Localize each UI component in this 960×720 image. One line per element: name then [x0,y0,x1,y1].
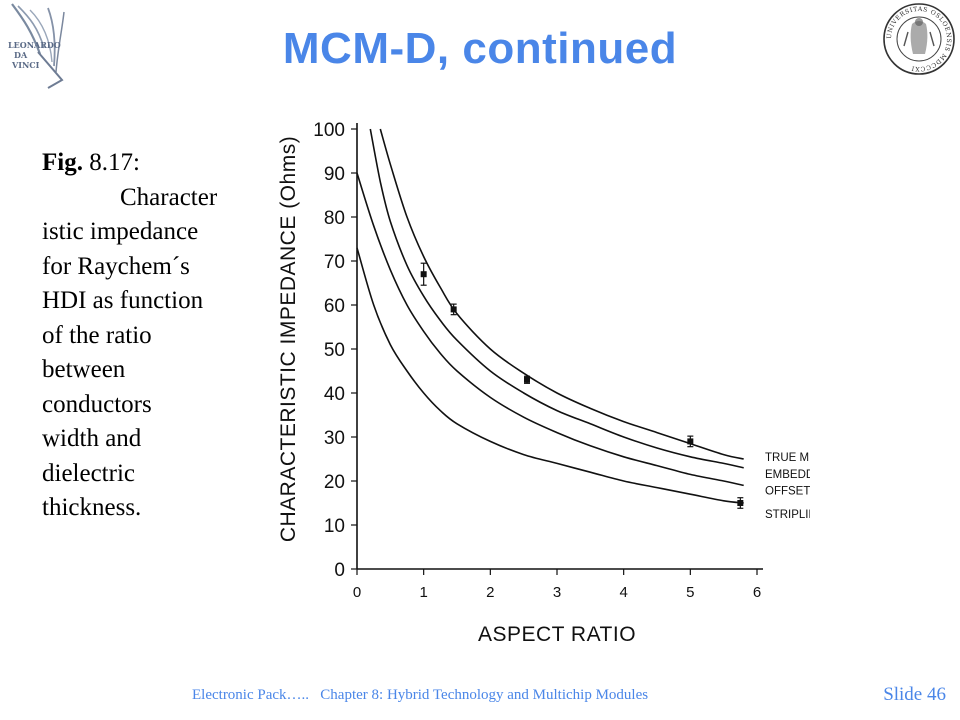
x-tick-label: 5 [686,584,694,601]
x-tick-label: 0 [353,584,361,601]
series-line-embedded-microstrip [369,128,744,469]
y-tick-label: 10 [324,516,345,537]
point-marker [450,306,457,313]
y-axis-title: CHARACTERISTIC IMPEDANCE (Ohms) [277,136,300,542]
series-line-offset-stripline [356,172,744,487]
y-tick-label: 100 [313,120,345,141]
x-tick-label: 6 [753,584,761,601]
legend-label: OFFSET STRIPLINE [765,485,810,497]
figure-caption: Fig. 8.17: Character istic impedance for… [42,146,252,526]
y-tick-label: 20 [324,472,345,493]
impedance-chart: 0 10 20 30 40 50 60 70 80 90 100 0 1 2 3 4 5 6 ASPECT RATI… [262,85,810,655]
caption-line: for Raychem´s [42,252,190,280]
university-of-oslo-seal: UNIVERSITAS OSLOENSIS MDCCCXI [882,2,956,76]
y-tick-label: 70 [324,252,345,273]
point-marker [524,376,530,383]
measured-point [450,303,457,316]
caption-number: 8.17: [82,149,140,176]
caption-line: dielectric [42,459,135,487]
point-marker [737,500,744,506]
y-tick-label: 90 [324,164,345,185]
x-tick-label: 2 [486,584,494,601]
caption-line: between [42,356,126,383]
footer-text: Electronic Pack….. Chapter 8: Hybrid Tec… [192,687,649,703]
x-tick-label: 3 [553,584,561,601]
logo-text-line-2: DA [14,50,28,60]
point-marker [420,271,427,278]
impedance-chart-svg: 0 10 20 30 40 50 60 70 80 90 100 0 1 2 3 4 5 6 ASPECT RATI… [277,120,810,646]
measured-point [524,375,530,384]
series-line-true-microstrip [379,128,744,460]
y-tick-label: 30 [324,428,345,449]
x-tick-label: 1 [419,584,427,601]
slide-number: Slide 46 [883,684,946,705]
legend-label: EMBEDDED MICROSTRIP [765,469,810,481]
legend-label: STRIPLINE [765,509,810,521]
caption-line: istic impedance [42,218,199,245]
slide-title: MCM-D, continued [282,24,678,73]
caption-line: Character [120,183,218,211]
y-tick-label: 60 [324,296,345,317]
caption-line: thickness. [42,494,142,521]
caption-line: width and [42,425,142,452]
logo-text-line-3: VINCI [11,60,40,70]
caption-line: HDI as function [42,287,204,314]
y-tick-label: 80 [324,208,345,229]
caption-line: of the ratio [42,321,152,349]
y-tick-label: 50 [324,340,345,361]
y-tick-label: 0 [334,560,345,581]
caption-label: Fig. [42,149,83,176]
legend-label: TRUE MICROSTRIP [765,452,810,464]
caption-line: conductors [42,390,152,418]
measured-point [687,435,694,448]
series-line-stripline [356,247,744,504]
measured-point [420,262,427,286]
logo-text-line-1: LEONARDO [8,40,61,50]
x-axis-title: ASPECT RATIO [478,623,636,646]
x-tick-label: 4 [619,584,627,601]
measured-point [737,497,744,509]
point-marker [687,438,694,445]
leonardo-da-vinci-logo: LEONARDO DA VINCI [4,2,82,92]
y-tick-label: 40 [324,384,345,405]
